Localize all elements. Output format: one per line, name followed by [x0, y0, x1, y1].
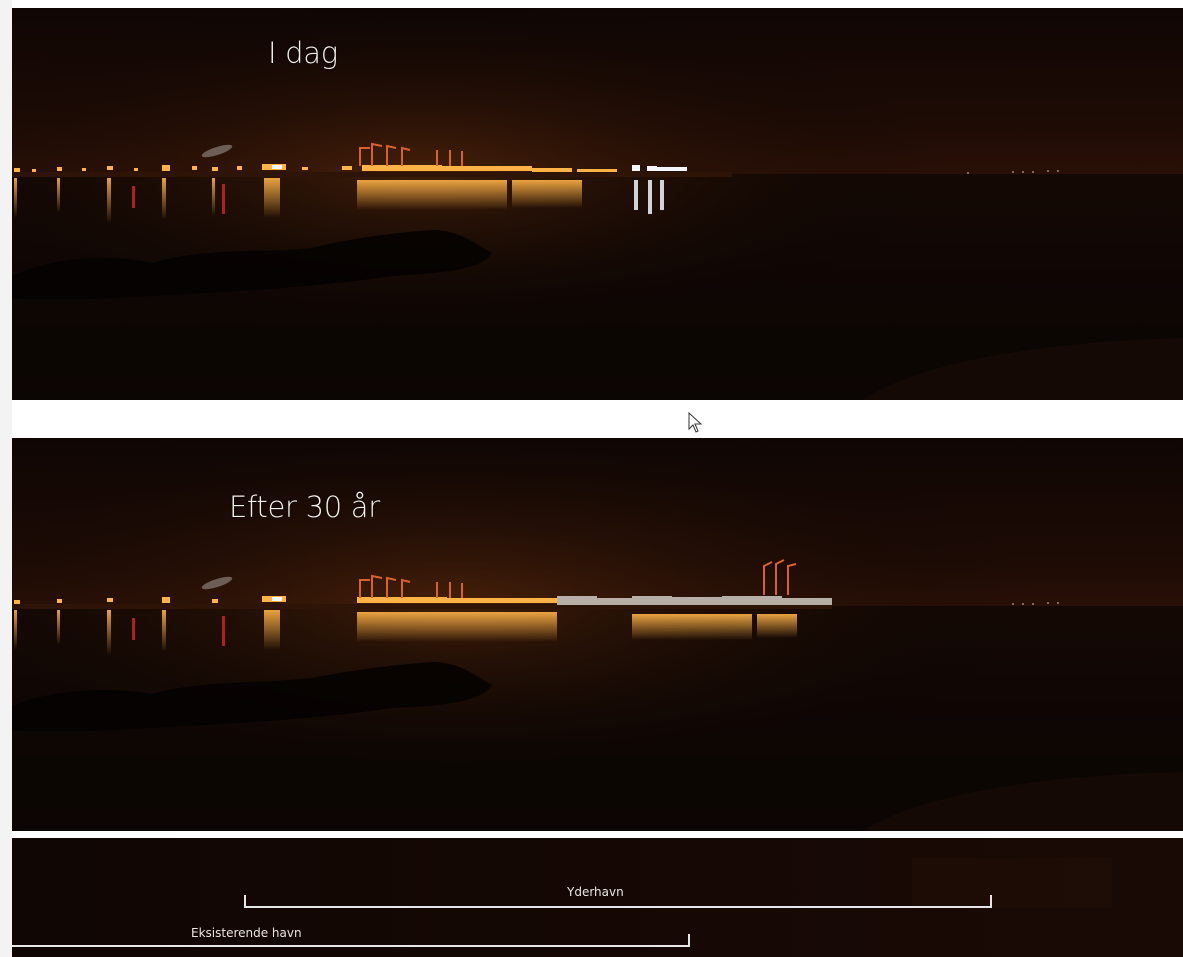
photo-today: I dag	[12, 8, 1183, 400]
legend-strip: Yderhavn Eksisterende havn	[12, 838, 1183, 957]
page-margin	[0, 0, 12, 957]
night-harbour-photo-future	[12, 438, 1183, 831]
mouse-pointer-icon	[688, 411, 704, 434]
night-harbour-photo-today	[12, 8, 1183, 400]
existing-harbour-bracket	[12, 934, 690, 947]
outer-harbour-label: Yderhavn	[567, 885, 624, 899]
outer-harbour-bracket	[244, 895, 992, 908]
caption-today: I dag	[268, 36, 338, 70]
caption-future: Efter 30 år	[229, 490, 380, 524]
photo-future: Efter 30 år	[12, 438, 1183, 831]
existing-harbour-label: Eksisterende havn	[191, 926, 302, 940]
legend-brackets	[12, 838, 1183, 957]
